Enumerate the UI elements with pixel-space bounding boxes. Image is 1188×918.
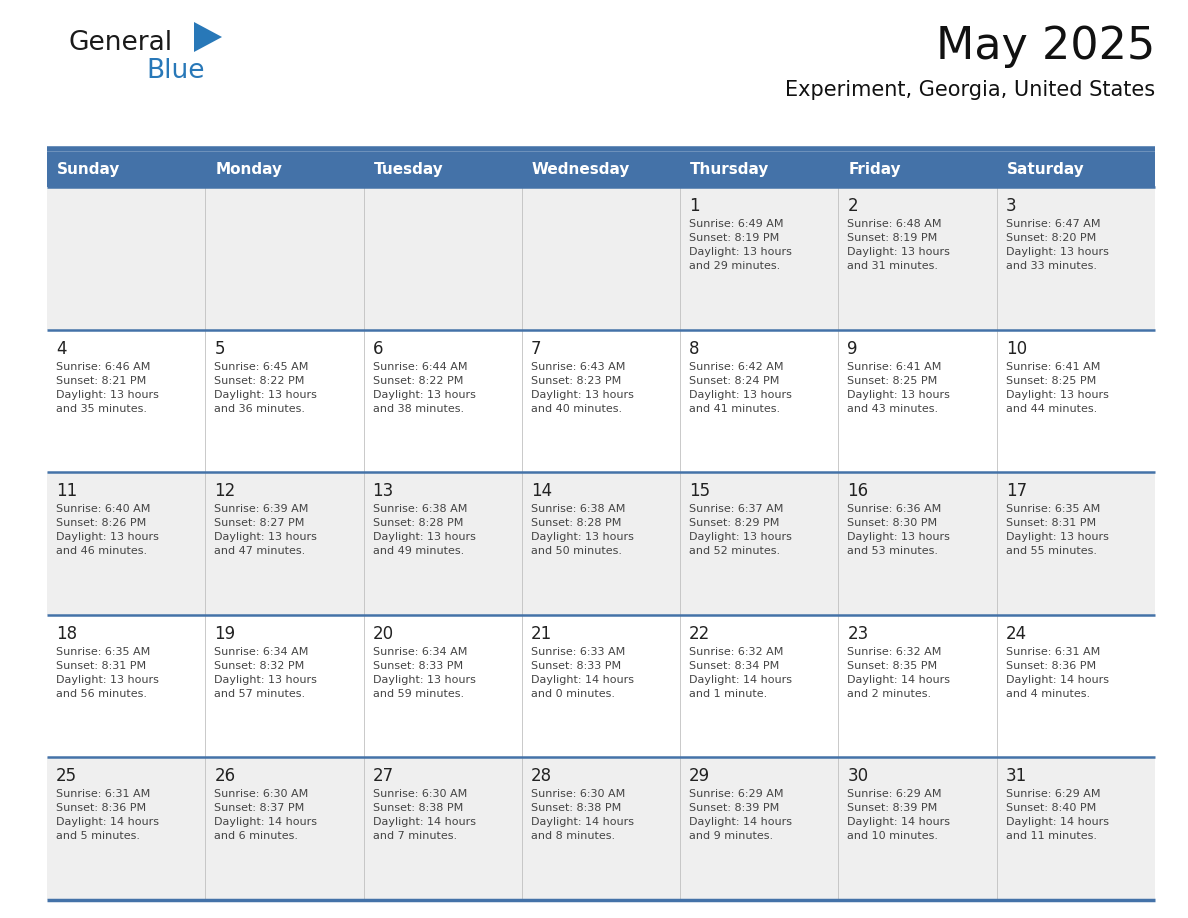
Text: 2: 2 — [847, 197, 858, 215]
Text: Sunrise: 6:30 AM
Sunset: 8:38 PM
Daylight: 14 hours
and 7 minutes.: Sunrise: 6:30 AM Sunset: 8:38 PM Dayligh… — [373, 789, 475, 842]
Text: Sunrise: 6:29 AM
Sunset: 8:40 PM
Daylight: 14 hours
and 11 minutes.: Sunrise: 6:29 AM Sunset: 8:40 PM Dayligh… — [1006, 789, 1108, 842]
Text: 20: 20 — [373, 625, 393, 643]
Text: Sunrise: 6:48 AM
Sunset: 8:19 PM
Daylight: 13 hours
and 31 minutes.: Sunrise: 6:48 AM Sunset: 8:19 PM Dayligh… — [847, 219, 950, 271]
Text: Monday: Monday — [215, 162, 283, 177]
Text: Sunrise: 6:31 AM
Sunset: 8:36 PM
Daylight: 14 hours
and 4 minutes.: Sunrise: 6:31 AM Sunset: 8:36 PM Dayligh… — [1006, 647, 1108, 699]
Text: 30: 30 — [847, 767, 868, 786]
Bar — [48, 615, 1155, 757]
Text: 21: 21 — [531, 625, 552, 643]
Text: Sunrise: 6:38 AM
Sunset: 8:28 PM
Daylight: 13 hours
and 50 minutes.: Sunrise: 6:38 AM Sunset: 8:28 PM Dayligh… — [531, 504, 633, 556]
Text: Sunrise: 6:29 AM
Sunset: 8:39 PM
Daylight: 14 hours
and 10 minutes.: Sunrise: 6:29 AM Sunset: 8:39 PM Dayligh… — [847, 789, 950, 842]
Text: Sunrise: 6:41 AM
Sunset: 8:25 PM
Daylight: 13 hours
and 44 minutes.: Sunrise: 6:41 AM Sunset: 8:25 PM Dayligh… — [1006, 362, 1108, 414]
Text: Sunrise: 6:45 AM
Sunset: 8:22 PM
Daylight: 13 hours
and 36 minutes.: Sunrise: 6:45 AM Sunset: 8:22 PM Dayligh… — [214, 362, 317, 414]
Text: Sunrise: 6:30 AM
Sunset: 8:37 PM
Daylight: 14 hours
and 6 minutes.: Sunrise: 6:30 AM Sunset: 8:37 PM Dayligh… — [214, 789, 317, 842]
Text: Sunrise: 6:44 AM
Sunset: 8:22 PM
Daylight: 13 hours
and 38 minutes.: Sunrise: 6:44 AM Sunset: 8:22 PM Dayligh… — [373, 362, 475, 414]
Text: 6: 6 — [373, 340, 383, 358]
Text: 23: 23 — [847, 625, 868, 643]
Bar — [48, 152, 1155, 187]
Text: Sunrise: 6:39 AM
Sunset: 8:27 PM
Daylight: 13 hours
and 47 minutes.: Sunrise: 6:39 AM Sunset: 8:27 PM Dayligh… — [214, 504, 317, 556]
Text: 14: 14 — [531, 482, 552, 500]
Text: 13: 13 — [373, 482, 393, 500]
Text: Sunrise: 6:40 AM
Sunset: 8:26 PM
Daylight: 13 hours
and 46 minutes.: Sunrise: 6:40 AM Sunset: 8:26 PM Dayligh… — [56, 504, 159, 556]
Text: 29: 29 — [689, 767, 710, 786]
Text: Friday: Friday — [848, 162, 901, 177]
Text: 1: 1 — [689, 197, 700, 215]
Text: 7: 7 — [531, 340, 542, 358]
Text: Sunrise: 6:35 AM
Sunset: 8:31 PM
Daylight: 13 hours
and 55 minutes.: Sunrise: 6:35 AM Sunset: 8:31 PM Dayligh… — [1006, 504, 1108, 556]
Text: 25: 25 — [56, 767, 77, 786]
Text: 19: 19 — [214, 625, 235, 643]
Text: General: General — [68, 30, 172, 56]
Text: Tuesday: Tuesday — [373, 162, 443, 177]
Text: Experiment, Georgia, United States: Experiment, Georgia, United States — [785, 80, 1155, 100]
Text: Sunrise: 6:31 AM
Sunset: 8:36 PM
Daylight: 14 hours
and 5 minutes.: Sunrise: 6:31 AM Sunset: 8:36 PM Dayligh… — [56, 789, 159, 842]
Text: Sunrise: 6:34 AM
Sunset: 8:32 PM
Daylight: 13 hours
and 57 minutes.: Sunrise: 6:34 AM Sunset: 8:32 PM Dayligh… — [214, 647, 317, 699]
Text: 26: 26 — [214, 767, 235, 786]
Text: 24: 24 — [1006, 625, 1026, 643]
Text: Sunrise: 6:49 AM
Sunset: 8:19 PM
Daylight: 13 hours
and 29 minutes.: Sunrise: 6:49 AM Sunset: 8:19 PM Dayligh… — [689, 219, 792, 271]
Text: Sunrise: 6:35 AM
Sunset: 8:31 PM
Daylight: 13 hours
and 56 minutes.: Sunrise: 6:35 AM Sunset: 8:31 PM Dayligh… — [56, 647, 159, 699]
Text: Sunrise: 6:33 AM
Sunset: 8:33 PM
Daylight: 14 hours
and 0 minutes.: Sunrise: 6:33 AM Sunset: 8:33 PM Dayligh… — [531, 647, 634, 699]
Text: Sunrise: 6:42 AM
Sunset: 8:24 PM
Daylight: 13 hours
and 41 minutes.: Sunrise: 6:42 AM Sunset: 8:24 PM Dayligh… — [689, 362, 792, 414]
Text: Sunrise: 6:37 AM
Sunset: 8:29 PM
Daylight: 13 hours
and 52 minutes.: Sunrise: 6:37 AM Sunset: 8:29 PM Dayligh… — [689, 504, 792, 556]
Text: Saturday: Saturday — [1006, 162, 1085, 177]
Text: Sunrise: 6:30 AM
Sunset: 8:38 PM
Daylight: 14 hours
and 8 minutes.: Sunrise: 6:30 AM Sunset: 8:38 PM Dayligh… — [531, 789, 634, 842]
Text: 8: 8 — [689, 340, 700, 358]
Polygon shape — [194, 22, 222, 52]
Text: 4: 4 — [56, 340, 67, 358]
Text: Thursday: Thursday — [690, 162, 770, 177]
Text: Sunrise: 6:29 AM
Sunset: 8:39 PM
Daylight: 14 hours
and 9 minutes.: Sunrise: 6:29 AM Sunset: 8:39 PM Dayligh… — [689, 789, 792, 842]
Text: 22: 22 — [689, 625, 710, 643]
Text: Sunrise: 6:32 AM
Sunset: 8:34 PM
Daylight: 14 hours
and 1 minute.: Sunrise: 6:32 AM Sunset: 8:34 PM Dayligh… — [689, 647, 792, 699]
Text: 3: 3 — [1006, 197, 1017, 215]
Text: 17: 17 — [1006, 482, 1026, 500]
Text: Wednesday: Wednesday — [532, 162, 630, 177]
Text: 27: 27 — [373, 767, 393, 786]
Text: 12: 12 — [214, 482, 235, 500]
Text: Blue: Blue — [146, 58, 204, 84]
Text: 16: 16 — [847, 482, 868, 500]
Text: Sunrise: 6:41 AM
Sunset: 8:25 PM
Daylight: 13 hours
and 43 minutes.: Sunrise: 6:41 AM Sunset: 8:25 PM Dayligh… — [847, 362, 950, 414]
Text: Sunrise: 6:47 AM
Sunset: 8:20 PM
Daylight: 13 hours
and 33 minutes.: Sunrise: 6:47 AM Sunset: 8:20 PM Dayligh… — [1006, 219, 1108, 271]
Text: May 2025: May 2025 — [936, 25, 1155, 68]
Bar — [48, 757, 1155, 900]
Text: Sunrise: 6:38 AM
Sunset: 8:28 PM
Daylight: 13 hours
and 49 minutes.: Sunrise: 6:38 AM Sunset: 8:28 PM Dayligh… — [373, 504, 475, 556]
Text: Sunrise: 6:32 AM
Sunset: 8:35 PM
Daylight: 14 hours
and 2 minutes.: Sunrise: 6:32 AM Sunset: 8:35 PM Dayligh… — [847, 647, 950, 699]
Text: Sunrise: 6:43 AM
Sunset: 8:23 PM
Daylight: 13 hours
and 40 minutes.: Sunrise: 6:43 AM Sunset: 8:23 PM Dayligh… — [531, 362, 633, 414]
Text: 15: 15 — [689, 482, 710, 500]
Bar — [48, 187, 1155, 330]
Text: Sunrise: 6:46 AM
Sunset: 8:21 PM
Daylight: 13 hours
and 35 minutes.: Sunrise: 6:46 AM Sunset: 8:21 PM Dayligh… — [56, 362, 159, 414]
Bar — [48, 472, 1155, 615]
Text: 31: 31 — [1006, 767, 1026, 786]
Text: Sunrise: 6:36 AM
Sunset: 8:30 PM
Daylight: 13 hours
and 53 minutes.: Sunrise: 6:36 AM Sunset: 8:30 PM Dayligh… — [847, 504, 950, 556]
Text: 5: 5 — [214, 340, 225, 358]
Text: Sunday: Sunday — [57, 162, 120, 177]
Bar — [48, 330, 1155, 472]
Text: 18: 18 — [56, 625, 77, 643]
Text: 28: 28 — [531, 767, 552, 786]
Text: 9: 9 — [847, 340, 858, 358]
Text: 11: 11 — [56, 482, 77, 500]
Text: 10: 10 — [1006, 340, 1026, 358]
Text: Sunrise: 6:34 AM
Sunset: 8:33 PM
Daylight: 13 hours
and 59 minutes.: Sunrise: 6:34 AM Sunset: 8:33 PM Dayligh… — [373, 647, 475, 699]
